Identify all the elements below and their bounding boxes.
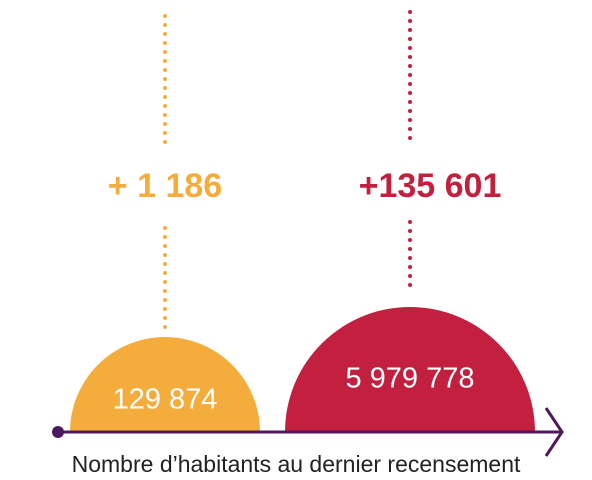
half-disc [70,337,260,432]
population-label: 129 874 [113,384,218,416]
change-label: + 1 186 [108,167,222,205]
axis-arrow [544,407,564,457]
axis-dot [52,426,64,438]
half-disc [285,307,535,432]
change-label: +135 601 [359,167,502,205]
population-label: 5 979 778 [345,363,474,395]
caption: Nombre d’habitants au dernier recensemen… [72,451,521,477]
